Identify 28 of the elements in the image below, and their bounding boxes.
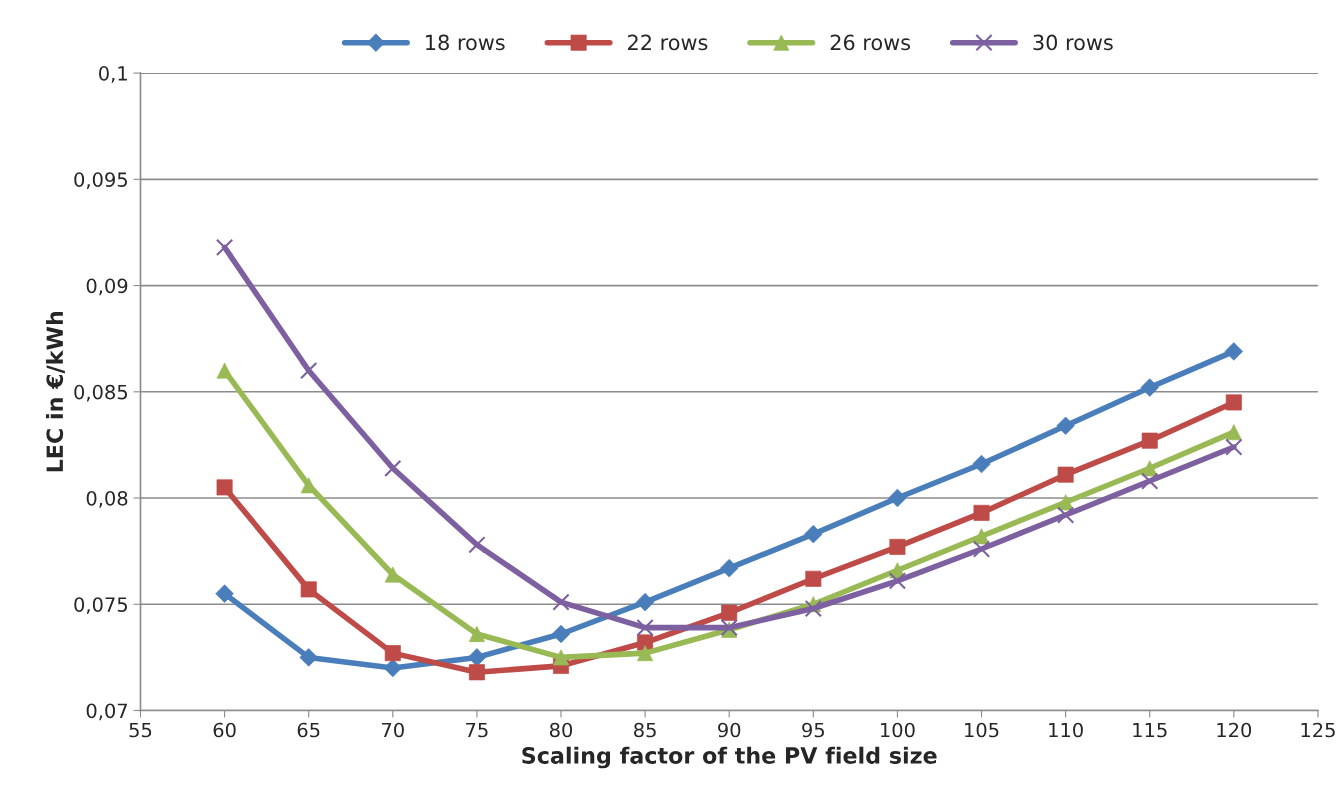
y-tick-label: 0,08 (86, 490, 128, 508)
x-tick-label: 100 (880, 722, 915, 738)
x-tick-label: 90 (718, 722, 741, 738)
y-tick-label: 0,085 (74, 384, 127, 402)
y-tick-label: 0,07 (86, 703, 128, 721)
x-tick-label: 85 (634, 722, 656, 738)
y-tick-label: 0,09 (86, 278, 128, 296)
x-tick-label: 110 (1049, 722, 1083, 738)
x-tick-label: 95 (802, 722, 824, 738)
y-tick-label: 0,095 (74, 172, 127, 189)
x-tick-label: 105 (965, 722, 999, 738)
y-axis-title: LEC in €/kWh (45, 311, 65, 472)
x-tick-label: 65 (297, 722, 320, 738)
x-tick-label: 115 (1133, 722, 1167, 738)
y-tick-label: 0,1 (99, 66, 127, 83)
legend-label: 30 rows (1033, 34, 1113, 51)
x-axis-title: Scaling factor of the PV field size (522, 746, 937, 769)
legend-label: 26 rows (830, 34, 911, 51)
x-tick-label: 125 (1301, 722, 1335, 738)
legend-label: 18 rows (426, 34, 505, 51)
x-tick-label: 60 (213, 722, 236, 738)
x-tick-label: 120 (1217, 722, 1252, 738)
x-tick-label: 75 (466, 722, 488, 738)
x-tick-label: 80 (549, 722, 573, 738)
legend-label: 22 rows (628, 34, 708, 51)
x-tick-label: 70 (382, 722, 404, 738)
x-tick-label: 55 (129, 722, 152, 738)
y-tick-label: 0,075 (74, 597, 127, 614)
